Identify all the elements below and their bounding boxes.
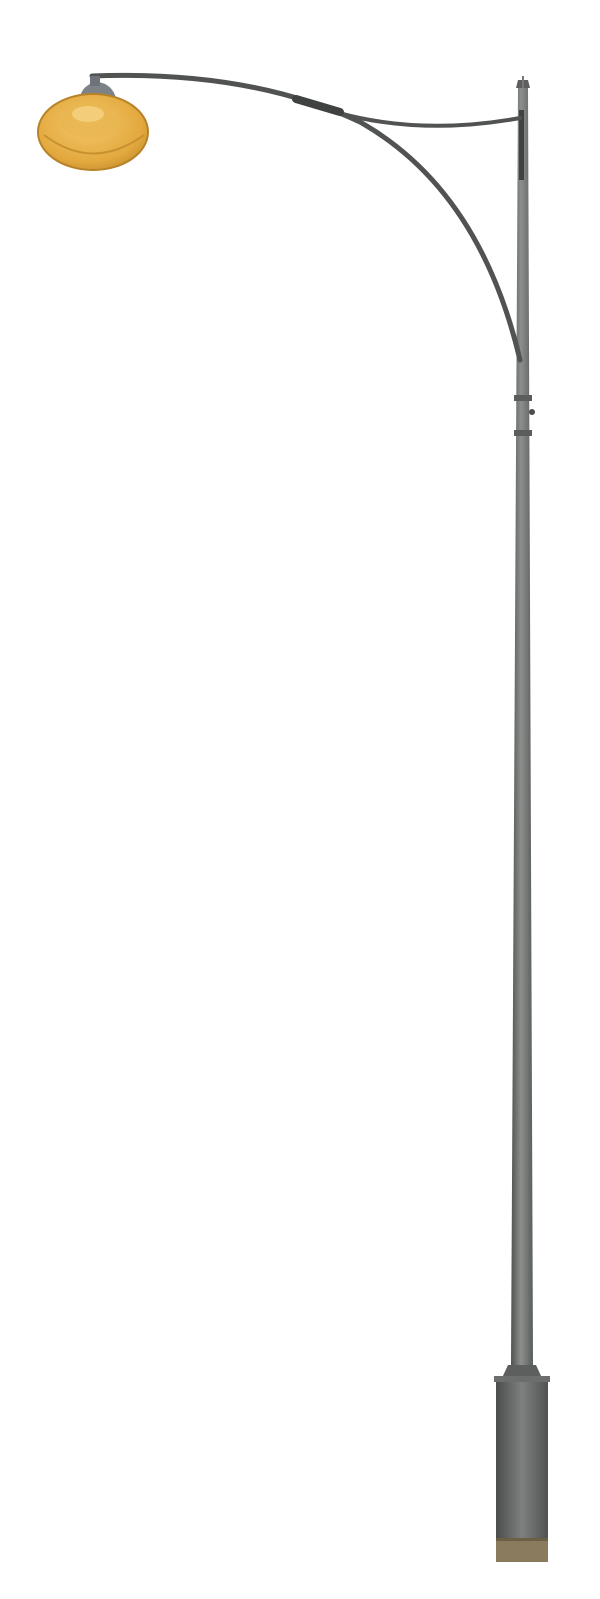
lamp-pole (511, 76, 535, 1365)
lamp-pole-base (494, 1365, 550, 1562)
lamp-arm (89, 72, 523, 363)
lamp-head (37, 76, 149, 171)
